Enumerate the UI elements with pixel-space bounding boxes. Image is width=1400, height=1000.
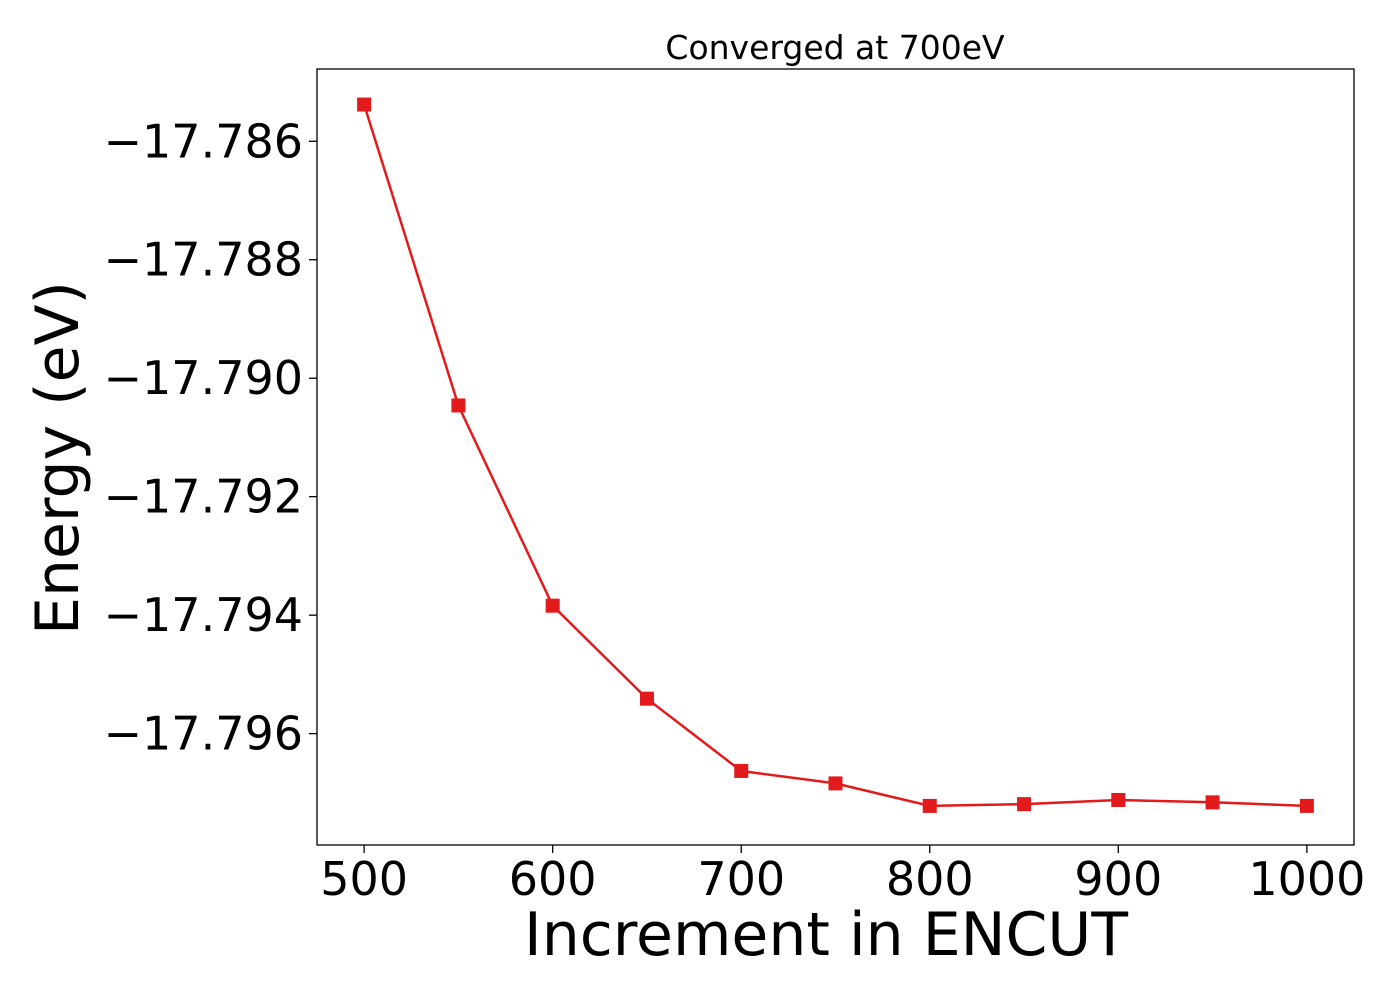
data-point-marker xyxy=(545,598,560,613)
series-layer xyxy=(357,97,1314,813)
x-tick-label: 900 xyxy=(1074,852,1162,906)
y-tick-label: −17.786 xyxy=(104,114,304,168)
x-tick-label: 500 xyxy=(320,852,408,906)
data-point-marker xyxy=(357,97,372,112)
data-point-marker xyxy=(734,763,749,778)
series-line xyxy=(362,104,1307,808)
data-point-marker xyxy=(922,798,937,813)
x-tick-label: 1000 xyxy=(1248,852,1365,906)
plot-frame xyxy=(316,68,1355,846)
data-point-marker xyxy=(1017,797,1032,812)
y-tick-label: −17.796 xyxy=(104,707,304,761)
x-tick-label: 600 xyxy=(509,852,597,906)
x-tick-label: 800 xyxy=(886,852,974,906)
chart-title: Converged at 700eV xyxy=(665,28,1005,67)
y-tick-label: −17.790 xyxy=(104,351,304,405)
y-axis: −17.786 −17.788 −17.790 −17.792 −17.794 −17.7… xyxy=(104,114,317,761)
data-point-marker xyxy=(1111,792,1126,807)
x-axis: 500 600 700 800 900 1000 xyxy=(320,845,1365,906)
data-point-marker xyxy=(1205,795,1220,810)
x-tick-label: 700 xyxy=(697,852,785,906)
y-tick-label: −17.792 xyxy=(104,470,304,524)
data-point-marker xyxy=(828,776,843,791)
y-axis-label: Energy (eV) xyxy=(23,281,93,635)
data-point-marker xyxy=(1299,798,1314,813)
x-axis-label: Increment in ENCUT xyxy=(524,900,1128,970)
y-tick-label: −17.794 xyxy=(104,588,304,642)
data-point-marker xyxy=(639,691,654,706)
data-point-marker xyxy=(451,398,466,413)
y-tick-label: −17.788 xyxy=(104,233,304,287)
